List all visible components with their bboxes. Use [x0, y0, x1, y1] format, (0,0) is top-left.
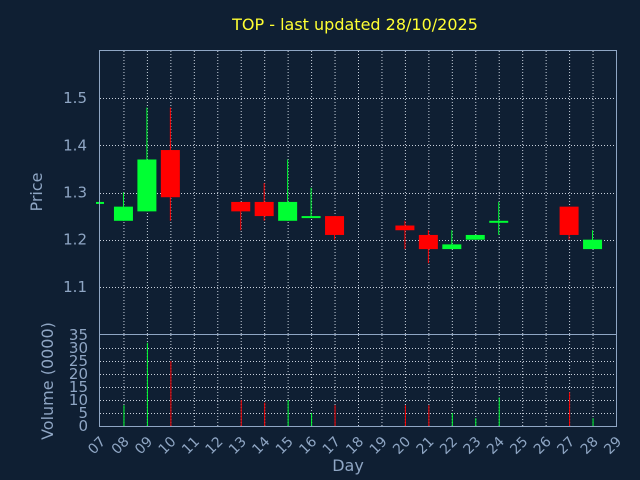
- volume-bars: [123, 342, 594, 426]
- candle-day-21: [418, 230, 438, 264]
- price-candles: [96, 107, 603, 264]
- price-y-ticks: 1.1 1.2 1.3 1.4 1.5: [63, 89, 87, 296]
- candle-day-20: [395, 220, 415, 250]
- candle-day-8: [113, 192, 133, 221]
- volume-tick-label: 5: [78, 404, 88, 422]
- candle-body: [113, 206, 133, 221]
- candle-day-28: [583, 230, 603, 250]
- candle-day-22: [442, 230, 462, 250]
- candle-body: [231, 201, 251, 212]
- volume-axis-label: Volume (0000): [38, 322, 57, 440]
- price-tick-label: 1.2: [63, 231, 87, 249]
- x-tick-label: 22: [437, 434, 461, 458]
- price-tick-label: 1.4: [63, 136, 87, 154]
- x-tick-label: 13: [226, 434, 250, 458]
- price-panel: 1.1 1.2 1.3 1.4 1.5: [63, 50, 617, 335]
- volume-panel-frame: [99, 334, 617, 427]
- volume-tick-label: 30: [69, 339, 88, 357]
- candle-day-13: [231, 201, 251, 231]
- x-tick-label: 29: [601, 434, 625, 458]
- volume-tick-label: 10: [69, 391, 88, 409]
- x-tick-label: 19: [367, 434, 391, 458]
- x-tick-label: 17: [320, 434, 344, 458]
- x-tick-label: 14: [249, 434, 273, 458]
- x-tick-label: 23: [461, 434, 485, 458]
- candle-day-27: [559, 206, 579, 240]
- price-tick-label: 1.5: [63, 89, 87, 107]
- x-tick-label: 26: [531, 434, 555, 458]
- candle-day-16: [301, 187, 321, 219]
- x-tick-label: 07: [85, 434, 109, 458]
- x-tick-label: 08: [109, 434, 133, 458]
- x-tick-label: 09: [132, 434, 156, 458]
- x-tick-label: 27: [554, 434, 578, 458]
- chart-title: TOP - last updated 28/10/2025: [231, 15, 478, 34]
- x-tick-label: 21: [414, 434, 438, 458]
- candle-body: [418, 234, 438, 250]
- candle-body: [137, 159, 157, 212]
- candle-body: [395, 225, 415, 231]
- candle-body: [465, 234, 485, 240]
- candle-day-15: [278, 159, 298, 221]
- candle-day-14: [254, 183, 274, 221]
- candle-day-24: [489, 201, 509, 235]
- candle-day-23: [465, 234, 485, 240]
- x-tick-label: 16: [296, 434, 320, 458]
- candle-body: [559, 206, 579, 235]
- candle-body: [160, 150, 180, 198]
- x-tick-label: 15: [273, 434, 297, 458]
- candle-day-9: [137, 107, 157, 212]
- x-tick-label: 12: [203, 434, 227, 458]
- candle-body: [583, 239, 603, 250]
- candle-body: [254, 201, 274, 217]
- candle-body: [278, 201, 298, 221]
- x-tick-label: 11: [179, 434, 203, 458]
- volume-tick-label: 0: [78, 417, 88, 435]
- candle-body: [489, 220, 509, 223]
- x-axis-ticks: 07 08 09 10 11 12 13 14 15 16 17 18 19 20 21 22 23 24 25 26…: [85, 434, 625, 458]
- volume-grid: [100, 335, 616, 426]
- volume-tick-label: 25: [69, 352, 88, 370]
- price-tick-label: 1.3: [63, 184, 87, 202]
- volume-tick-label: 20: [69, 365, 88, 383]
- x-tick-label: 28: [578, 434, 602, 458]
- x-tick-label: 20: [390, 434, 414, 458]
- candle-day-17: [325, 216, 345, 240]
- candle-body: [325, 216, 345, 235]
- candle-body: [301, 216, 321, 219]
- x-tick-label: 18: [343, 434, 367, 458]
- candle-day-10: [160, 107, 180, 221]
- volume-tick-label: 35: [69, 326, 88, 344]
- candle-body: [442, 244, 462, 250]
- x-tick-label: 24: [484, 434, 508, 458]
- price-tick-label: 1.1: [63, 278, 87, 296]
- price-axis-label: Price: [27, 172, 46, 211]
- x-tick-label: 25: [507, 434, 531, 458]
- x-tick-label: 10: [156, 434, 180, 458]
- volume-tick-label: 15: [69, 378, 88, 396]
- x-axis-label: Day: [332, 456, 364, 475]
